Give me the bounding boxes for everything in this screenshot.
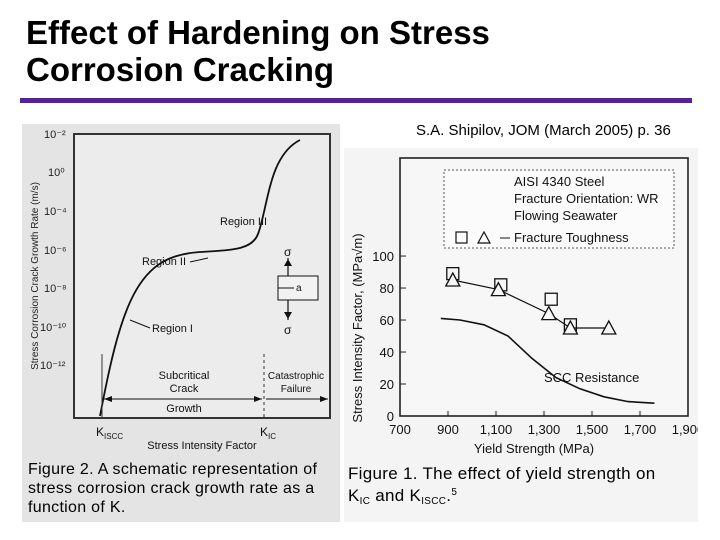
catastrophic-label-2: Failure: [281, 384, 312, 395]
y-tick-label: 100: [372, 249, 394, 264]
legend-line: Flowing Seawater: [514, 208, 618, 223]
x-tick-label: 1,900: [672, 422, 698, 437]
x-tick-label: 1,100: [480, 422, 513, 437]
scc-resistance-line: [440, 317, 655, 404]
sigma-bottom: σ: [284, 323, 292, 337]
figure-1-caption: Figure 1. The effect of yield strength o…: [348, 464, 655, 511]
caption-period: .: [446, 486, 452, 505]
y-tick-label: 60: [380, 313, 394, 328]
x-tick-label: 900: [437, 422, 459, 437]
fig2-ytick: 10⁻²: [44, 129, 66, 141]
caption-k: K: [348, 486, 360, 505]
caption-ref: 5: [451, 487, 458, 498]
fig2-ytick: 10⁻¹⁰: [40, 322, 67, 334]
figure-1-xlabel: Yield Strength (MPa): [474, 441, 594, 456]
figure-1-panel: AISI 4340 Steel Fracture Orientation: WR…: [344, 148, 704, 522]
scc-resistance-label: SCC Resistance: [544, 370, 639, 385]
data-point-triangle: [562, 319, 579, 335]
region-1-label: Region I: [152, 323, 193, 335]
figure-2-caption-line: stress corrosion crack growth rate as a: [28, 480, 315, 497]
legend-line: AISI 4340 Steel: [514, 174, 604, 189]
region-3-label: Region III: [220, 216, 267, 228]
figure-2-svg: Stress Corrosion Crack Growth Rate (m/s)…: [30, 129, 331, 452]
x-tick-label: 1,500: [576, 422, 609, 437]
figure-1-caption-line: Figure 1. The effect of yield strength o…: [348, 464, 656, 483]
figure-2-ylabel: Stress Corrosion Crack Growth Rate (m/s): [30, 182, 41, 370]
caption-sub: IC: [359, 496, 371, 507]
kic-label: KIC: [260, 425, 276, 441]
y-tick-label: 80: [380, 281, 394, 296]
fig2-ytick: 10⁻⁴: [44, 206, 67, 218]
figure-2-caption-line: Figure 2. A schematic representation of: [28, 461, 318, 478]
slide-title: Effect of Hardening on Stress Corrosion …: [26, 14, 490, 88]
caption-and-k: and K: [370, 486, 422, 505]
y-tick-label: 0: [387, 409, 394, 424]
subcritical-label-3: Growth: [166, 403, 201, 415]
subcritical-label-1: Subcritical: [159, 370, 210, 382]
citation: S.A. Shipilov, JOM (March 2005) p. 36: [416, 122, 671, 139]
y-tick-label: 40: [380, 345, 394, 360]
catastrophic-label-1: Catastrophic: [268, 371, 324, 382]
sigma-top: σ: [284, 245, 292, 259]
legend-line: Fracture Orientation: WR: [514, 191, 659, 206]
fig2-ytick: 10⁻⁸: [44, 283, 67, 295]
data-point-triangle: [600, 319, 617, 335]
region-2-label: Region II: [142, 256, 186, 268]
title-line-1: Effect of Hardening on Stress: [26, 14, 490, 51]
region-1-pointer: [129, 319, 151, 329]
title-line-2: Corrosion Cracking: [26, 51, 335, 88]
crack-label: a: [296, 283, 302, 294]
specimen-schematic-icon: σ a σ: [277, 245, 319, 337]
region-2-pointer: [189, 257, 209, 263]
figure-2-caption-line: function of K.: [28, 499, 126, 516]
figure-1-caption-line: KIC and KISCC.5: [348, 483, 655, 511]
y-tick-label: 20: [380, 377, 394, 392]
legend-triangle-icon: [476, 230, 492, 244]
subcritical-label-2: Crack: [170, 383, 199, 395]
figure-2-panel: Stress Corrosion Crack Growth Rate (m/s)…: [22, 124, 340, 522]
legend-square-icon: [455, 231, 468, 244]
kiscc-label: KISCC: [96, 425, 123, 441]
x-tick-label: 1,700: [624, 422, 657, 437]
data-point-square: [544, 292, 558, 306]
figure-2-xlabel: Stress Intensity Factor: [147, 440, 257, 452]
data-point-triangle: [540, 305, 557, 321]
data-point-triangle: [444, 271, 461, 287]
crack-growth-curve: [99, 139, 301, 417]
caption-sub: ISCC: [421, 496, 447, 507]
figure-1-ylabel: Stress Intensity Factor, (MPa√m): [350, 233, 365, 422]
x-tick-label: 1,300: [528, 422, 561, 437]
fig2-ytick: 10⁰: [48, 167, 65, 179]
fig2-ytick: 10⁻¹²: [40, 360, 66, 372]
figure-2-caption: Figure 2. A schematic representation of …: [28, 460, 317, 517]
x-tick-label: 700: [389, 422, 411, 437]
data-point-triangle: [490, 281, 507, 297]
title-underline: [20, 98, 692, 103]
fig2-ytick: 10⁻⁶: [44, 245, 67, 257]
legend-line: Fracture Toughness: [514, 230, 629, 245]
figure-1-svg: AISI 4340 Steel Fracture Orientation: WR…: [350, 157, 704, 456]
